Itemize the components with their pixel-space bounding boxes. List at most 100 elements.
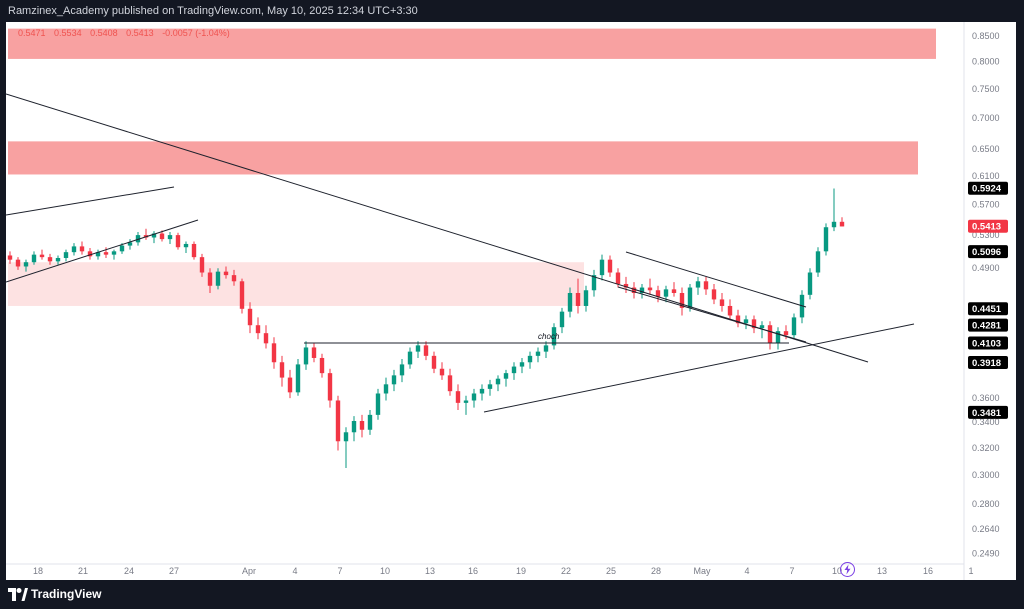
candle: [711, 283, 717, 305]
candle: [583, 285, 589, 312]
price-tag: 0.5413: [968, 219, 1008, 233]
candle-body: [359, 421, 365, 430]
candle: [279, 355, 285, 387]
candle-body: [679, 292, 685, 308]
candle: [239, 278, 245, 314]
price-tag-label: 0.5096: [972, 247, 1001, 258]
candle: [503, 369, 509, 387]
candle-body: [591, 275, 597, 291]
candle: [471, 388, 477, 408]
x-tick-label: 4: [292, 566, 297, 576]
candle-body: [279, 362, 285, 378]
candle: [127, 239, 133, 250]
chart-area[interactable]: choch 0.8500 0.8000 0.7500 0.7000 0.6500 0.610…: [6, 22, 1016, 580]
candle: [831, 188, 837, 232]
x-tick-label: 22: [561, 566, 571, 576]
candle-body: [55, 257, 61, 262]
candle-body: [735, 315, 741, 324]
y-tick-label: 0.4900: [972, 263, 1000, 273]
x-tick-label: 21: [78, 566, 88, 576]
candle-body: [567, 292, 573, 312]
candle-body: [351, 421, 357, 433]
legend-close: 0.5413: [126, 28, 154, 38]
candle: [839, 217, 845, 227]
wedge-lower-line: [6, 219, 199, 283]
candle-body: [695, 281, 701, 288]
x-tick-label: 13: [425, 566, 435, 576]
candle-body: [687, 287, 693, 308]
candle-body: [87, 251, 93, 257]
candle: [375, 388, 381, 420]
candle-body: [71, 246, 77, 253]
candle-body: [255, 325, 261, 334]
publisher-line: Ramzinex_Academy published on TradingVie…: [8, 5, 418, 17]
price-tag-label: 0.3481: [972, 408, 1002, 419]
candle-body: [23, 262, 29, 267]
publisher-header: Ramzinex_Academy published on TradingVie…: [0, 0, 1024, 22]
candle-body: [623, 283, 629, 288]
candle: [39, 249, 45, 260]
candle-body: [447, 375, 453, 392]
candle: [759, 321, 765, 339]
candle: [135, 231, 141, 246]
footer-bar: TradingView: [0, 580, 1024, 609]
candle-body: [775, 331, 781, 344]
candle: [439, 362, 445, 380]
candle: [199, 253, 205, 277]
candle: [167, 231, 173, 244]
candle: [823, 223, 829, 256]
candle-body: [815, 251, 821, 273]
candle-body: [151, 233, 157, 238]
candle-body: [535, 351, 541, 356]
candle: [367, 410, 373, 435]
candle: [319, 353, 325, 378]
y-tick-label: 0.2490: [972, 549, 1000, 559]
candle: [407, 347, 413, 369]
x-tick-label: 7: [337, 566, 342, 576]
candle: [399, 359, 405, 383]
candlestick-chart[interactable]: choch 0.8500 0.8000 0.7500 0.7000 0.6500 0.610…: [6, 22, 1016, 580]
candle-body: [423, 345, 429, 356]
x-tick-label: 19: [516, 566, 526, 576]
price-tag: 0.3481: [968, 405, 1008, 419]
x-tick-label: 18: [33, 566, 43, 576]
candle: [159, 230, 165, 242]
lightning-icon[interactable]: [840, 562, 855, 577]
candle: [111, 249, 117, 260]
candle: [87, 248, 93, 260]
candle: [183, 241, 189, 253]
candle: [207, 268, 213, 293]
candle-body: [399, 364, 405, 376]
price-tag: 0.4103: [968, 336, 1008, 350]
candle-body: [391, 375, 397, 385]
candle: [463, 395, 469, 415]
x-tick-label: 10: [832, 566, 842, 576]
candle: [631, 282, 637, 299]
y-tick-label: 0.7000: [972, 113, 1000, 123]
x-tick-label: 28: [651, 566, 661, 576]
price-tag-box: [968, 219, 1008, 233]
candle-body: [295, 364, 301, 393]
candle: [311, 343, 317, 363]
candle-body: [407, 351, 413, 365]
candle-body: [439, 368, 445, 376]
channel-lower-line: [617, 286, 807, 343]
candle-body: [343, 432, 349, 442]
candle: [143, 228, 149, 240]
y-tick-label: 0.6100: [972, 171, 1000, 181]
y-tick-label: 0.8000: [972, 57, 1000, 67]
candle-body: [519, 362, 525, 367]
y-tick-label: 0.2800: [972, 499, 1000, 509]
x-tick-label: 4: [744, 566, 749, 576]
candle-body: [95, 252, 101, 257]
candle-body: [287, 377, 293, 393]
candle-body: [327, 373, 333, 401]
choch-label: choch: [538, 332, 560, 341]
candle-body: [311, 347, 317, 358]
price-tag-box: [968, 302, 1008, 316]
candle: [79, 241, 85, 255]
candle: [671, 282, 677, 297]
y-tick-label: 0.6500: [972, 144, 1000, 154]
candle-body: [183, 243, 189, 248]
candle-body: [487, 384, 493, 389]
